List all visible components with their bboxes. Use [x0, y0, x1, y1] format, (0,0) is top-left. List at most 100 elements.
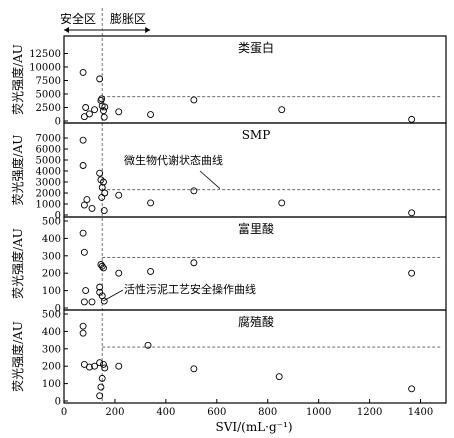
annotation-label: 微生物代谢状态曲线 [124, 153, 223, 167]
y-tick-label: 200 [42, 269, 61, 280]
x-tick-label: 400 [156, 407, 175, 418]
data-point [147, 199, 155, 207]
bulking-zone-label: 膨胀区 [110, 12, 146, 26]
safe-zone-arrowhead [64, 27, 69, 33]
x-tick-label: 800 [258, 407, 277, 418]
bulking-zone-arrowhead [145, 27, 151, 33]
y-tick-label: 300 [42, 251, 61, 262]
data-point [79, 136, 87, 144]
data-point [98, 262, 106, 270]
data-point [147, 111, 155, 118]
y-tick-label: 2500 [36, 103, 61, 114]
data-point [100, 361, 107, 368]
data-point [82, 104, 90, 111]
y-tick-label: 5000 [36, 90, 61, 101]
zone-layer: 安全区 膨胀区 [60, 8, 151, 403]
panel-1: 0 2500 5000 7500 10000 12500 荧光强度/AU 类蛋白 [10, 35, 447, 128]
x-tick-label: 1200 [357, 407, 382, 418]
x-tick-label: 600 [207, 407, 226, 418]
y-tick-label: 4000 [36, 167, 61, 178]
data-point [98, 193, 106, 201]
data-point [278, 199, 286, 207]
data-point [79, 229, 87, 237]
data-point [408, 269, 416, 277]
x-axis: 0 200 400 600 800 1000 1200 1400 [61, 399, 433, 418]
data-point [408, 385, 416, 393]
data-point [144, 341, 152, 349]
x-tick-label: 200 [105, 407, 124, 418]
y-tick-label: 5000 [36, 156, 61, 167]
y-tick-label: 2000 [36, 189, 61, 200]
data-point [100, 107, 107, 115]
panel-title: 腐殖酸 [238, 314, 274, 329]
y-tick-label: 12500 [29, 49, 61, 60]
panel-frame [63, 309, 447, 404]
data-point [79, 322, 87, 330]
data-point [115, 362, 123, 370]
data-point [190, 259, 198, 267]
y-tick-label: 300 [42, 344, 61, 355]
y-tick-label: 500 [42, 310, 61, 321]
data-point [115, 269, 123, 277]
data-point [91, 106, 99, 114]
data-point [83, 196, 91, 204]
data-point [79, 329, 87, 337]
data-point [101, 103, 109, 111]
data-point [100, 297, 108, 305]
data-point [101, 189, 109, 197]
data-point [275, 373, 283, 381]
data-point [96, 283, 104, 291]
data-point [98, 95, 106, 103]
x-tick-label: 1400 [408, 407, 433, 418]
y-tick-label: 500 [42, 217, 61, 228]
y-axis-title: 荧光强度/AU [10, 135, 25, 206]
y-tick-label: 400 [42, 234, 61, 245]
y-tick-label: 0 [55, 304, 61, 315]
data-point [98, 374, 106, 382]
y-tick-label: 7000 [36, 134, 61, 145]
data-point [100, 178, 107, 186]
data-point [147, 268, 155, 275]
data-point [408, 115, 416, 123]
data-point [88, 298, 96, 306]
annotation-pointer [199, 170, 221, 189]
y-tick-label: 3000 [36, 178, 61, 189]
y-axis-title: 荧光强度/AU [10, 321, 25, 392]
y-tick-label: 100 [42, 379, 61, 390]
panel-title: SMP [242, 128, 271, 142]
data-point [190, 365, 198, 373]
y-tick-label: 10000 [29, 63, 61, 74]
panel-title: 富里酸 [238, 221, 274, 236]
data-point [80, 298, 88, 306]
y-tick-label: 0 [55, 397, 61, 408]
data-point [278, 106, 286, 114]
data-point [96, 392, 104, 400]
x-axis-title: SVI/(mL·g⁻¹) [215, 420, 292, 434]
y-tick-label: 0 [55, 211, 61, 222]
safe-zone-label: 安全区 [60, 11, 96, 26]
x-tick-label: 1000 [306, 407, 331, 418]
y-axis-title: 荧光强度/AU [10, 228, 25, 299]
data-point [100, 113, 108, 121]
data-point [190, 187, 198, 195]
data-point [97, 383, 105, 391]
data-point [79, 68, 87, 76]
annotation-label: 活性污泥工艺安全操作曲线 [124, 282, 256, 296]
y-tick-label: 1000 [36, 200, 61, 211]
data-point [96, 169, 104, 177]
data-point [115, 108, 123, 116]
data-point [96, 75, 104, 83]
data-point [100, 264, 107, 272]
panel-4: 0 100 200 300 400 500 荧光强度/AU 腐殖酸 [10, 309, 447, 408]
data-point [86, 110, 93, 118]
y-tick-label: 7500 [36, 76, 61, 87]
data-point [96, 359, 104, 367]
data-point [79, 162, 87, 169]
y-tick-label: 6000 [36, 145, 61, 156]
data-point [100, 207, 108, 215]
data-point [88, 204, 96, 212]
